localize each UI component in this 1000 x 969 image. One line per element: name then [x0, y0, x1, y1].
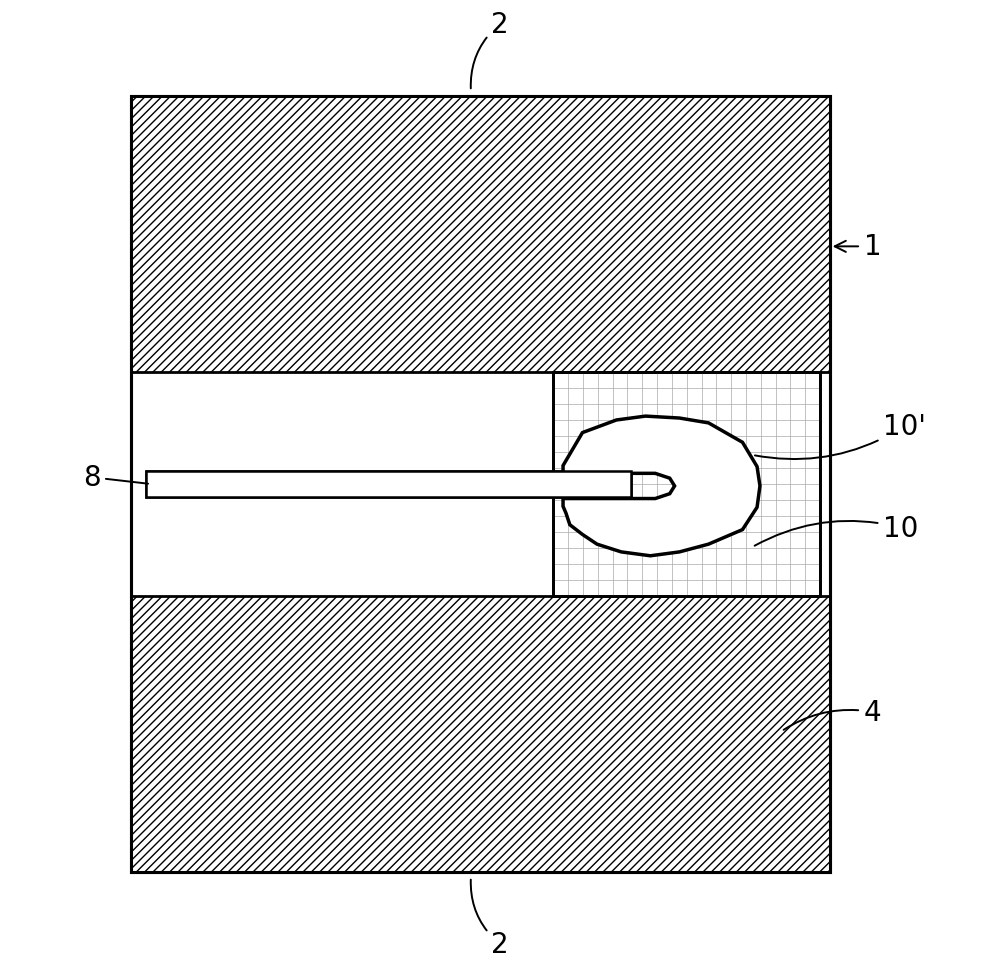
Bar [131, 596, 830, 872]
Text: 2: 2 [471, 11, 509, 89]
Text: 10': 10' [755, 413, 926, 459]
Bar [131, 97, 830, 872]
Text: 8: 8 [83, 464, 148, 491]
Bar [146, 472, 631, 497]
Bar [131, 97, 830, 872]
Text: 10: 10 [755, 515, 919, 547]
Bar [553, 373, 820, 596]
Text: 4: 4 [784, 699, 881, 730]
Polygon shape [563, 417, 760, 556]
Bar [146, 472, 631, 497]
Text: 1: 1 [835, 234, 881, 261]
Bar [553, 373, 820, 596]
Bar [131, 97, 830, 373]
Text: 2: 2 [471, 880, 509, 958]
